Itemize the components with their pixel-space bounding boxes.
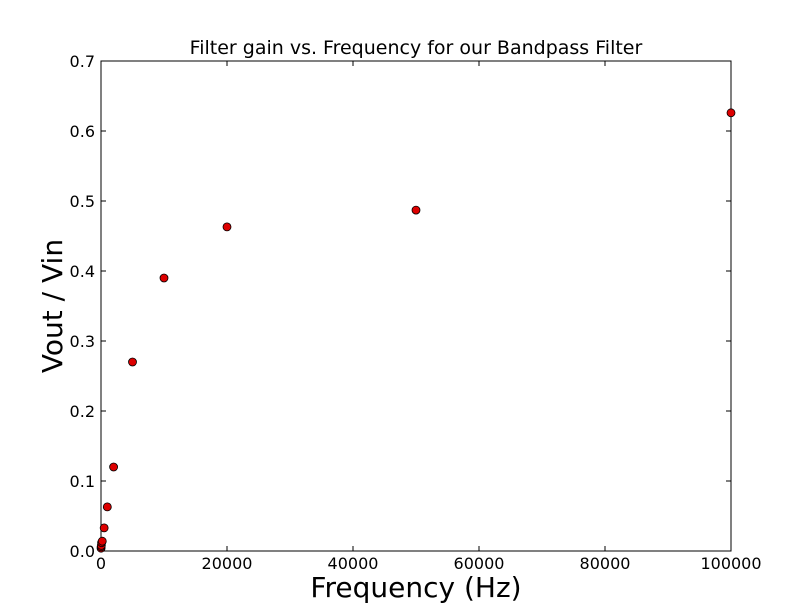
y-tick-label: 0.4	[70, 262, 95, 281]
data-point	[222, 222, 232, 232]
data-points	[96, 108, 736, 553]
y-axis: 0.0 0.1 0.2 0.3 0.4 0.5 0.6 0.7	[70, 52, 731, 561]
chart-title: Filter gain vs. Frequency for our Bandpa…	[190, 37, 643, 59]
x-tick-label: 80000	[580, 554, 631, 573]
data-point	[99, 523, 109, 533]
data-point	[159, 273, 169, 283]
y-tick-label: 0.6	[70, 122, 95, 141]
y-axis-label: Vout / Vin	[36, 239, 69, 373]
x-tick-label: 60000	[454, 554, 505, 573]
data-point	[97, 536, 107, 546]
y-tick-label: 0.0	[70, 542, 95, 561]
x-tick-label: 20000	[202, 554, 253, 573]
x-axis-label: Frequency (Hz)	[310, 571, 521, 604]
data-point	[128, 357, 137, 367]
y-tick-label: 0.3	[70, 332, 95, 351]
data-point	[102, 502, 112, 512]
y-tick-label: 0.2	[70, 402, 95, 421]
y-tick-label: 0.1	[70, 472, 95, 491]
y-tick-label: 0.5	[70, 192, 95, 211]
x-tick-label: 100000	[700, 554, 761, 573]
x-tick-label: 40000	[328, 554, 379, 573]
plot-area	[100, 60, 732, 552]
plot-frame	[100, 60, 732, 552]
y-tick-label: 0.7	[70, 52, 95, 71]
data-point	[411, 205, 421, 215]
data-point	[726, 108, 736, 118]
x-tick-label: 0	[96, 554, 106, 573]
data-point	[109, 462, 118, 472]
x-axis: 0 20000 40000 60000 80000 100000	[96, 61, 762, 573]
